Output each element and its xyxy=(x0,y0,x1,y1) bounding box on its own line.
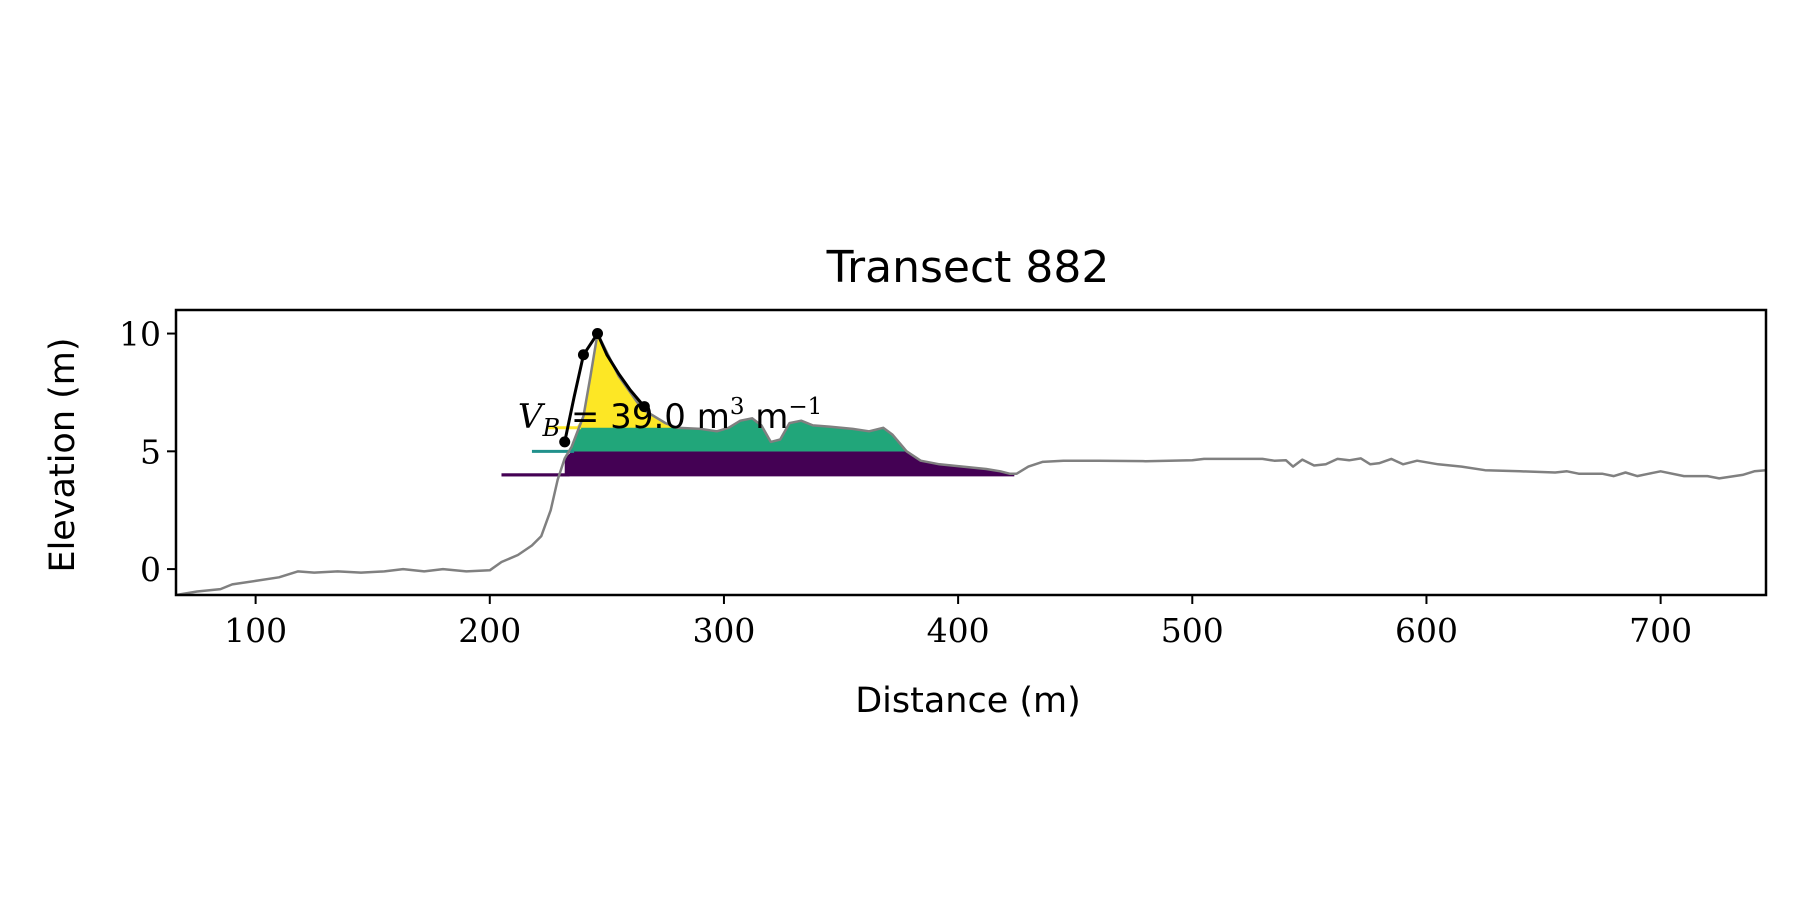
volume-value: = 39.0 m xyxy=(560,397,730,437)
volume-per-exp: −1 xyxy=(788,394,822,420)
crest-line xyxy=(563,332,646,443)
y-tick-label-5: 5 xyxy=(140,432,161,471)
x-tick-label-300: 300 xyxy=(692,611,755,650)
volume-symbol: V xyxy=(518,397,546,437)
volume-annotation: VB = 39.0 m3 m−1 xyxy=(518,394,822,442)
volume-per: m xyxy=(744,397,788,437)
crest-marker-1 xyxy=(577,349,589,361)
axis-ticks: 100 200 300 400 500 600 700 0 5 10 xyxy=(119,315,1692,650)
x-tick-label-200: 200 xyxy=(458,611,521,650)
x-axis-label: Distance (m) xyxy=(855,681,1081,721)
fill-band-top xyxy=(576,333,678,428)
fill-band-0 xyxy=(564,451,1015,475)
plot-area xyxy=(176,328,1766,595)
x-tick-label-700: 700 xyxy=(1629,611,1692,650)
x-tick-label-400: 400 xyxy=(927,611,990,650)
x-tick-label-500: 500 xyxy=(1161,611,1224,650)
x-tick-label-100: 100 xyxy=(224,611,287,650)
volume-subscript: B xyxy=(541,414,560,442)
crest-marker-0 xyxy=(559,436,571,448)
chart-title: Transect 882 xyxy=(826,242,1110,293)
y-tick-label-0: 0 xyxy=(140,550,161,589)
x-tick-label-600: 600 xyxy=(1395,611,1458,650)
axes-frame xyxy=(174,308,1768,597)
y-tick-label-10: 10 xyxy=(119,315,161,354)
y-axis-label: Elevation (m) xyxy=(43,337,83,572)
crest-marker-3 xyxy=(638,401,650,413)
volume-label: VB = 39.0 m3 m−1 xyxy=(518,394,822,442)
volume-unit-exp: 3 xyxy=(730,394,745,420)
plot-clip-group xyxy=(176,328,1766,595)
crest-marker-2 xyxy=(592,328,604,340)
profile-line xyxy=(176,332,1766,595)
